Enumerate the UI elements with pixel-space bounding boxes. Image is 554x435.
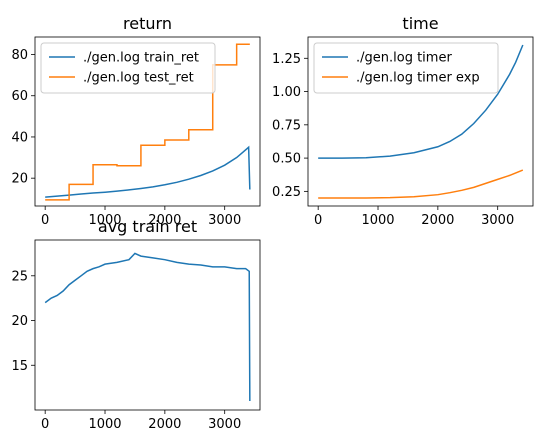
y-tick-label: 80 bbox=[11, 48, 28, 63]
subplot-1: 0 1000 2000 3000 20 40 60 80 return ./gen.log tra… bbox=[11, 14, 261, 228]
x-tick-label: 2000 bbox=[148, 213, 181, 228]
axes-frame bbox=[34, 36, 261, 207]
legend-label: ./gen.log test_ret bbox=[83, 71, 194, 86]
x-tick-label: 3000 bbox=[208, 417, 241, 432]
y-tick-label: 25 bbox=[11, 269, 28, 284]
chart-title: return bbox=[123, 14, 172, 33]
y-tick-label: 1.00 bbox=[272, 85, 301, 100]
y-tick-label: 40 bbox=[11, 130, 28, 145]
legend-box bbox=[313, 42, 499, 94]
axes-frame bbox=[34, 239, 261, 411]
subplot-3: 0 1000 2000 3000 15 20 25 avg train ret bbox=[11, 217, 261, 432]
x-tick-label: 0 bbox=[41, 213, 49, 228]
legend-label: ./gen.log train_ret bbox=[83, 51, 199, 66]
x-tick-label: 3000 bbox=[481, 213, 514, 228]
series-line-2 bbox=[318, 169, 524, 199]
y-tick-label: 0.75 bbox=[272, 118, 301, 133]
x-tick-label: 0 bbox=[314, 213, 322, 228]
y-tick-label: 15 bbox=[11, 359, 28, 374]
subplot-2: 0 1000 2000 3000 0.25 0.50 0.75 1.00 1.25 time ./g… bbox=[272, 14, 534, 228]
y-tick-label: 20 bbox=[11, 314, 28, 329]
x-tick-label: 3000 bbox=[208, 213, 241, 228]
legend-box bbox=[40, 42, 216, 94]
chart-title: avg train ret bbox=[98, 217, 197, 236]
y-tick-label: 0.50 bbox=[272, 152, 301, 167]
y-tick-label: 20 bbox=[11, 172, 28, 187]
series-line-1 bbox=[318, 44, 524, 159]
y-tick-label: 60 bbox=[11, 89, 28, 104]
series-line-2 bbox=[45, 43, 250, 201]
x-tick-label: 1000 bbox=[361, 213, 394, 228]
chart-title: time bbox=[402, 14, 438, 33]
y-tick-label: 0.25 bbox=[272, 185, 301, 200]
x-tick-label: 1000 bbox=[88, 417, 121, 432]
legend-label: ./gen.log timer bbox=[356, 51, 452, 66]
series-line-1 bbox=[44, 252, 251, 402]
x-tick-label: 1000 bbox=[88, 213, 121, 228]
x-tick-label: 2000 bbox=[148, 417, 181, 432]
x-tick-label: 2000 bbox=[421, 213, 454, 228]
y-tick-label: 1.25 bbox=[272, 52, 301, 67]
axes-frame bbox=[307, 36, 534, 207]
legend-label: ./gen.log timer exp bbox=[356, 71, 480, 86]
series-line-1 bbox=[45, 145, 251, 198]
x-tick-label: 0 bbox=[41, 417, 49, 432]
